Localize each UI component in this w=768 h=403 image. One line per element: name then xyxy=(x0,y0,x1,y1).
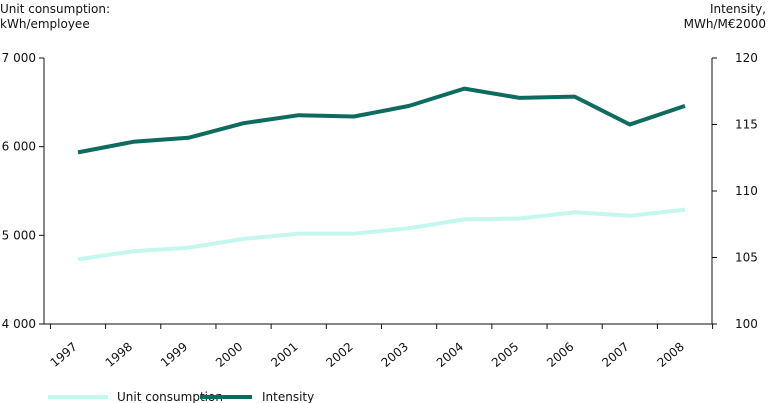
x-tick-label: 2007 xyxy=(599,340,631,370)
legend: Unit consumption Intensity xyxy=(48,390,314,403)
left-axis-title-line1: Unit consumption: xyxy=(0,2,110,16)
x-tick-label: 2004 xyxy=(434,340,466,370)
x-tick-label: 1997 xyxy=(48,340,80,370)
right-tick-label: 110 xyxy=(735,184,758,198)
x-tick-label: 2000 xyxy=(213,340,245,370)
right-tick-label: 105 xyxy=(735,251,758,265)
left-tick-label: 4 000 xyxy=(2,317,36,331)
left-axis-ticks: 4 000 5 000 6 000 7 000 xyxy=(2,51,44,331)
right-tick-label: 100 xyxy=(735,317,758,331)
left-tick-label: 5 000 xyxy=(2,228,36,242)
x-tick-label: 2001 xyxy=(268,340,300,370)
x-tick-label: 1999 xyxy=(158,340,190,370)
right-tick-label: 120 xyxy=(735,51,758,65)
legend-label-intensity: Intensity xyxy=(262,390,314,403)
left-axis-title-line2: kWh/employee xyxy=(0,17,90,31)
series-line-intensity xyxy=(77,86,686,155)
right-axis-title-line1: Intensity, xyxy=(710,2,766,16)
x-tick-label: 1998 xyxy=(103,340,135,370)
series-layer xyxy=(77,86,686,262)
x-tick-label: 2008 xyxy=(655,340,687,370)
x-axis-ticks: 1997 1998 1999 2000 2001 2002 2003 2004 2005 2006… xyxy=(48,324,714,370)
left-tick-label: 6 000 xyxy=(2,140,36,154)
right-axis-ticks: 100 105 110 115 120 xyxy=(712,51,758,331)
x-tick-label: 2005 xyxy=(489,340,521,370)
right-tick-label: 115 xyxy=(735,118,758,132)
right-axis-title-line2: MWh/M€2000 xyxy=(684,17,766,31)
legend-label-unit-consumption: Unit consumption xyxy=(117,390,223,403)
x-tick-label: 2002 xyxy=(323,340,355,370)
left-tick-label: 7 000 xyxy=(2,51,36,65)
x-tick-label: 2003 xyxy=(379,340,411,370)
x-tick-label: 2006 xyxy=(544,340,576,370)
series-line-unit-consumption xyxy=(77,207,686,262)
